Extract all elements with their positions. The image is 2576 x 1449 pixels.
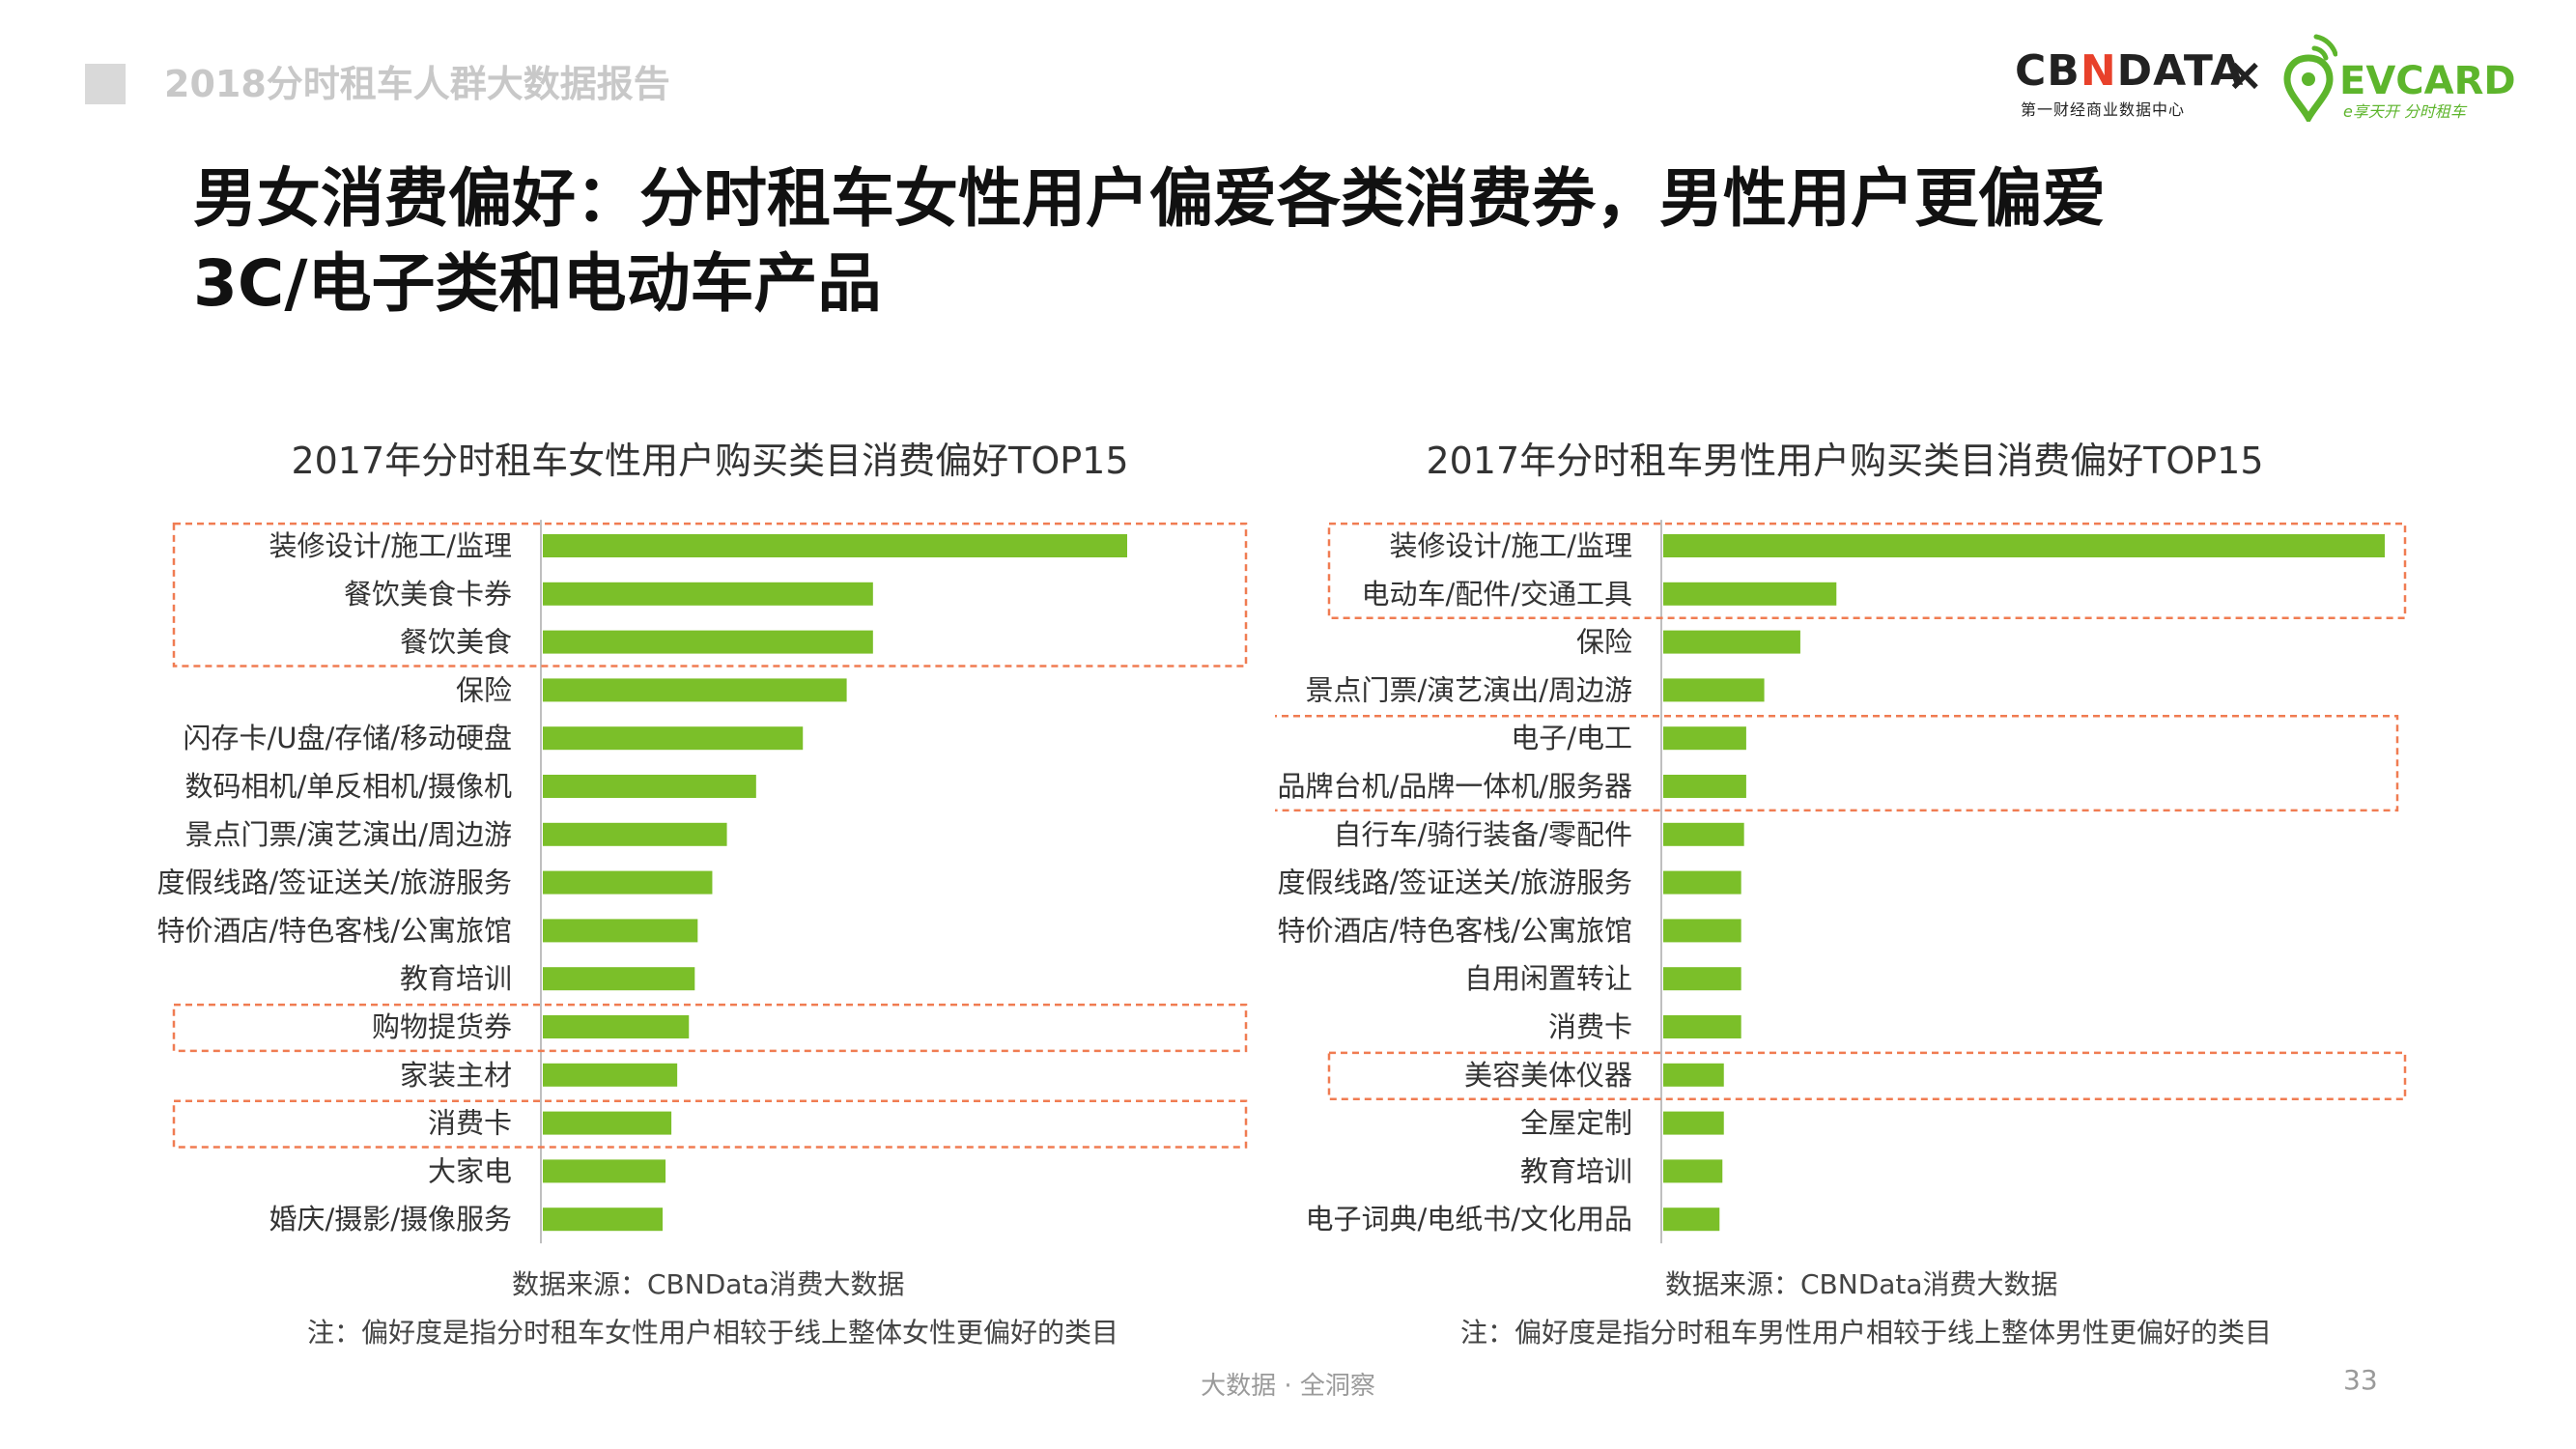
male-bar-chart: 装修设计/施工/监理电动车/配件/交通工具保险景点门票/演艺演出/周边游电子/电…: [1275, 520, 2407, 1244]
male-category-label-5: 电子/电工: [1511, 722, 1632, 754]
female-bar-12: [543, 1063, 678, 1087]
male-category-label-13: 全屋定制: [1520, 1107, 1632, 1140]
female-highlight-box-2: [172, 1003, 1248, 1053]
female-bar-6: [543, 775, 756, 798]
male-bar-4: [1663, 678, 1765, 702]
male-category-label-12: 美容美体仪器: [1464, 1059, 1632, 1092]
male-category-label-1: 装修设计/施工/监理: [1389, 529, 1632, 562]
male-bar-15: [1663, 1208, 1720, 1232]
male-bar-2: [1663, 582, 1837, 606]
female-bar-11: [543, 1015, 690, 1038]
male-category-label-15: 电子词典/电纸书/文化用品: [1305, 1203, 1632, 1236]
male-category-label-8: 度假线路/签证送关/旅游服务: [1277, 867, 1632, 899]
report-title: 2018分时租车人群大数据报告: [164, 63, 670, 105]
male-chart-note: 注：偏好度是指分时租车男性用户相较于线上整体男性更偏好的类目: [1460, 1317, 2273, 1349]
female-bar-15: [543, 1208, 664, 1232]
male-bar-10: [1663, 967, 1741, 991]
male-highlight-box-2: [1275, 715, 2399, 812]
male-bar-1: [1663, 534, 2385, 557]
evcard-logo-text: EVCARD: [2339, 59, 2516, 103]
male-bar-7: [1663, 822, 1744, 846]
female-bar-2: [543, 582, 873, 606]
male-highlight-box-3: [1327, 1051, 2407, 1100]
female-category-label-5: 闪存卡/U盘/存储/移动硬盘: [183, 722, 512, 754]
female-bar-8: [543, 870, 713, 895]
cbn-logo-pre: CB: [2015, 46, 2081, 96]
male-chart-panel: 2017年分时租车男性用户购买类目消费偏好TOP15 装修设计/施工/监理电动车…: [1275, 425, 2434, 1372]
male-category-label-9: 特价酒店/特色客栈/公寓旅馆: [1277, 914, 1632, 947]
male-bar-8: [1663, 870, 1741, 895]
female-category-label-11: 购物提货券: [372, 1010, 512, 1043]
male-bar-6: [1663, 775, 1746, 798]
female-highlight-box-3: [172, 1099, 1248, 1149]
headline-line-1: 男女消费偏好：分时租车女性用户偏爱各类消费券，男性用户更偏爱: [193, 161, 2106, 236]
female-bar-14: [543, 1159, 666, 1183]
male-bar-9: [1663, 919, 1741, 943]
footer-slogan: 大数据 · 全洞察: [1201, 1372, 1375, 1401]
cbn-logo-post: DATA: [2116, 46, 2245, 96]
male-bar-12: [1663, 1063, 1724, 1087]
times-sign: ×: [2226, 48, 2264, 100]
male-bar-5: [1663, 726, 1746, 751]
female-bar-4: [543, 678, 847, 702]
cbn-logo-accent: N: [2080, 46, 2117, 96]
female-category-label-1: 装修设计/施工/监理: [269, 529, 512, 562]
female-category-label-2: 餐饮美食卡券: [344, 578, 512, 611]
male-category-label-11: 消费卡: [1548, 1010, 1632, 1043]
female-chart-source: 数据来源：CBNData消费大数据: [512, 1268, 905, 1300]
page-number: 33: [2343, 1364, 2378, 1396]
male-chart-source: 数据来源：CBNData消费大数据: [1665, 1268, 2058, 1300]
cbndata-logo: CBNDATA: [2015, 48, 2244, 95]
female-bar-10: [543, 967, 695, 991]
male-bar-11: [1663, 1015, 1741, 1038]
headline-line-2: 3C/电子类和电动车产品: [193, 246, 882, 321]
male-chart-title: 2017年分时租车男性用户购买类目消费偏好TOP15: [1426, 440, 2264, 482]
female-category-label-7: 景点门票/演艺演出/周边游: [184, 818, 512, 851]
male-category-label-6: 品牌台机/品牌一体机/服务器: [1277, 770, 1632, 803]
female-bar-5: [543, 726, 804, 751]
male-category-label-3: 保险: [1576, 626, 1632, 659]
female-category-label-14: 大家电: [428, 1154, 512, 1187]
headline: 男女消费偏好：分时租车女性用户偏爱各类消费券，男性用户更偏爱 3C/电子类和电动…: [193, 156, 2415, 327]
male-category-label-14: 教育培训: [1520, 1154, 1632, 1187]
female-bar-13: [543, 1111, 672, 1135]
partner-logos: CBNDATA 第一财经商业数据中心 × EVCARD e享天开 分时租车: [1999, 27, 2516, 124]
evcard-subtitle: e享天开 分时租车: [2343, 102, 2466, 121]
female-bar-1: [543, 534, 1127, 557]
female-bar-chart: 装修设计/施工/监理餐饮美食卡券餐饮美食保险闪存卡/U盘/存储/移动硬盘数码相机…: [156, 520, 1248, 1244]
male-category-label-4: 景点门票/演艺演出/周边游: [1305, 673, 1632, 706]
male-bar-13: [1663, 1111, 1724, 1135]
female-category-label-8: 度假线路/签证送关/旅游服务: [156, 867, 512, 899]
female-chart-panel: 2017年分时租车女性用户购买类目消费偏好TOP15 装修设计/施工/监理餐饮美…: [155, 425, 1314, 1372]
female-highlight-box-1: [172, 522, 1248, 668]
evcard-pin-icon: [2283, 34, 2337, 122]
male-category-label-2: 电动车/配件/交通工具: [1361, 578, 1632, 611]
cbndata-subtitle: 第一财经商业数据中心: [2021, 100, 2186, 119]
female-category-label-9: 特价酒店/特色客栈/公寓旅馆: [156, 914, 512, 947]
female-category-label-15: 婚庆/摄影/摄像服务: [269, 1203, 512, 1236]
female-category-label-6: 数码相机/单反相机/摄像机: [184, 770, 512, 803]
male-category-label-7: 自行车/骑行装备/零配件: [1333, 818, 1632, 851]
male-bar-3: [1663, 630, 1800, 654]
female-chart-title: 2017年分时租车女性用户购买类目消费偏好TOP15: [291, 440, 1129, 482]
male-bar-14: [1663, 1159, 1723, 1183]
female-chart-note: 注：偏好度是指分时租车女性用户相较于线上整体女性更偏好的类目: [307, 1317, 1119, 1349]
female-category-label-3: 餐饮美食: [400, 626, 512, 659]
header-square: [85, 64, 126, 104]
male-category-label-10: 自用闲置转让: [1464, 962, 1632, 995]
female-bar-9: [543, 919, 698, 943]
female-category-label-12: 家装主材: [400, 1059, 512, 1092]
male-highlight-box-1: [1327, 522, 2407, 619]
female-bar-7: [543, 822, 727, 846]
female-category-label-13: 消费卡: [428, 1107, 512, 1140]
female-category-label-10: 教育培训: [400, 962, 512, 995]
female-bar-3: [543, 630, 873, 654]
female-category-label-4: 保险: [456, 673, 512, 706]
